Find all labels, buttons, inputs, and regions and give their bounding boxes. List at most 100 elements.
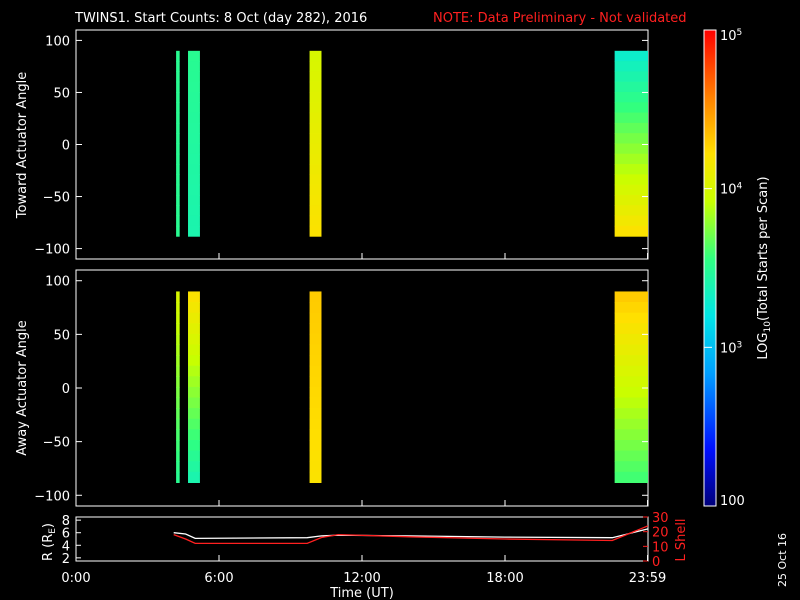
y-tick-label: 100 [45, 275, 70, 290]
heatmap-cell [614, 194, 648, 206]
heatmap-cell [188, 215, 200, 227]
heatmap-cell [176, 184, 180, 196]
heatmap-cell [188, 164, 200, 175]
heatmap-cell [188, 461, 200, 473]
heatmap-cell [309, 450, 322, 462]
heatmap-cell [176, 386, 180, 399]
heatmap-cell [614, 344, 648, 356]
heatmap-cell [614, 333, 648, 346]
lshell-series-line [173, 525, 649, 545]
away-y-axis-label: Away Actuator Angle [15, 320, 30, 455]
heatmap-cell [188, 323, 200, 335]
heatmap-cell [614, 164, 648, 175]
heatmap-cell [614, 408, 648, 420]
heatmap-cell [188, 365, 200, 377]
heatmap-cell [188, 81, 200, 93]
heatmap-cell [309, 133, 322, 145]
heatmap-cell [188, 194, 200, 206]
toward-panel: 100 50 0 −50 −100 Toward Actuator Angle [15, 29, 649, 260]
heatmap-cell [614, 376, 648, 388]
heatmap-cell [309, 344, 322, 356]
y-tick-label: −50 [43, 191, 70, 206]
heatmap-cell [176, 408, 180, 420]
heatmap-cell [614, 291, 648, 303]
x-tick-label: 18:00 [486, 571, 523, 586]
heatmap-cell [188, 418, 200, 430]
heatmap-cell [309, 91, 322, 103]
heatmap-cell [188, 61, 200, 73]
heatmap-cell [188, 439, 200, 452]
heatmap-cell [309, 323, 322, 335]
heatmap-cell [309, 333, 322, 346]
heatmap-cell [176, 471, 180, 483]
heatmap-cell [188, 50, 200, 62]
lshell-tick-label: 20 [652, 526, 669, 541]
heatmap-cell [188, 376, 200, 388]
colorbar-tick-label: 105 [720, 28, 742, 44]
colorbar-tick-label: 100 [720, 494, 745, 509]
lshell-tick-label: 30 [652, 511, 669, 526]
r-axis-label: R (RE) [41, 523, 58, 561]
r-tick-label: 8 [62, 514, 70, 529]
heatmap-cell [309, 194, 322, 206]
heatmap-cell [176, 450, 180, 462]
away-panel: 100 50 0 −50 −100 Away Actuator Angle [15, 269, 649, 507]
heatmap-cell [188, 471, 200, 483]
heatmap-cell [614, 81, 648, 93]
heatmap-cell [309, 215, 322, 227]
heatmap-cell [188, 91, 200, 103]
heatmap-cell [309, 61, 322, 73]
x-axis-label: Time (UT) [329, 586, 394, 600]
y-tick-label: −100 [34, 489, 70, 504]
heatmap-cell [188, 71, 200, 83]
heatmap-cell [176, 205, 180, 217]
colorbar-ticks: 105 104 103 100 [704, 28, 745, 509]
y-tick-label: 50 [53, 86, 70, 101]
heatmap-cell [309, 397, 322, 409]
toward-y-axis-label: Toward Actuator Angle [15, 72, 30, 219]
toward-y-axis: 100 50 0 −50 −100 [34, 34, 649, 259]
y-tick-label: −100 [34, 243, 70, 258]
heatmap-cell [309, 184, 322, 196]
heatmap-cell [309, 143, 322, 155]
heatmap-cell [188, 184, 200, 196]
heatmap-cell [176, 164, 180, 175]
x-tick-label: 0:00 [61, 571, 90, 586]
heatmap-cell [188, 450, 200, 462]
heatmap-cell [614, 439, 648, 452]
heatmap-cell [614, 184, 648, 196]
r-tick-label: 6 [62, 527, 70, 542]
heatmap-cell [188, 153, 200, 165]
heatmap-cell [176, 122, 180, 134]
heatmap-cell [176, 112, 180, 124]
colorbar-scale [703, 29, 717, 507]
heatmap-cell [614, 133, 648, 145]
heatmap-cell [176, 312, 180, 324]
heatmap-cell [309, 418, 322, 430]
heatmap-cell [614, 225, 648, 237]
heatmap-cell [309, 408, 322, 420]
heatmap-cell [176, 355, 180, 367]
x-tick-label: 6:00 [204, 571, 233, 586]
heatmap-cell [309, 471, 322, 483]
heatmap-cell [614, 122, 648, 134]
orbit-lines [173, 525, 649, 545]
toward-heatmap-blocks [176, 50, 648, 237]
heatmap-cell [176, 143, 180, 155]
heatmap-cell [176, 71, 180, 83]
lshell-axis-label: L Shell [674, 518, 689, 561]
orbit-panel-frame [75, 516, 649, 562]
heatmap-cell [614, 418, 648, 430]
heatmap-cell [309, 386, 322, 399]
heatmap-cell [188, 102, 200, 114]
heatmap-cell [309, 174, 322, 186]
date-stamp: 25 Oct 16 [776, 533, 789, 587]
heatmap-cell [188, 133, 200, 145]
heatmap-cell [188, 408, 200, 420]
heatmap-cell [176, 91, 180, 103]
heatmap-cell [188, 429, 200, 441]
heatmap-cell [176, 461, 180, 473]
colorbar-tick-label: 103 [720, 340, 742, 356]
colorbar-tick-label: 104 [720, 182, 743, 198]
